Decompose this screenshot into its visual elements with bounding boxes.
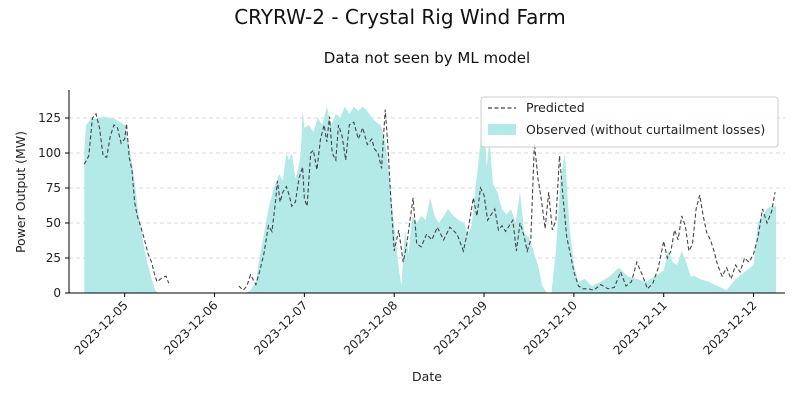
observed-area-segment [246, 106, 547, 293]
x-tick-label: 2023-12-09 [431, 298, 490, 357]
legend-label-observed: Observed (without curtailment losses) [526, 122, 765, 137]
y-tick-label: 50 [46, 216, 61, 230]
grid-lines [69, 117, 785, 259]
x-tick-label: 2023-12-10 [521, 298, 580, 357]
x-tick-label: 2023-12-11 [611, 298, 670, 357]
y-tick-label: 75 [46, 181, 61, 195]
predicted-series [83, 109, 776, 291]
x-tick-label: 2023-12-05 [72, 298, 131, 357]
predicted-line-segment [83, 112, 170, 284]
x-tick-label: 2023-12-07 [251, 298, 310, 357]
legend-label-predicted: Predicted [526, 100, 585, 115]
x-tick-label: 2023-12-08 [341, 298, 400, 357]
observed-area-segment [551, 153, 776, 293]
x-tick-label: 2023-12-06 [161, 298, 220, 357]
y-tick-label: 25 [46, 251, 61, 265]
predicted-line-segment [238, 109, 776, 291]
legend-box [480, 96, 779, 148]
chart-subtitle: Data not seen by ML model [324, 49, 530, 67]
legend: Predicted Observed (without curtailment … [480, 96, 779, 148]
x-axis-label: Date [412, 369, 442, 384]
observed-series [84, 106, 776, 293]
chart-title: CRYRW-2 - Crystal Rig Wind Farm [234, 5, 566, 29]
y-tick-label: 125 [38, 111, 61, 125]
observed-area-segment [84, 116, 158, 293]
y-tick-label: 100 [38, 146, 61, 160]
y-axis-label: Power Output (MW) [13, 131, 28, 253]
y-tick-label: 0 [53, 286, 61, 300]
x-tick-label: 2023-12-12 [700, 298, 759, 357]
legend-swatch-observed [488, 124, 516, 135]
